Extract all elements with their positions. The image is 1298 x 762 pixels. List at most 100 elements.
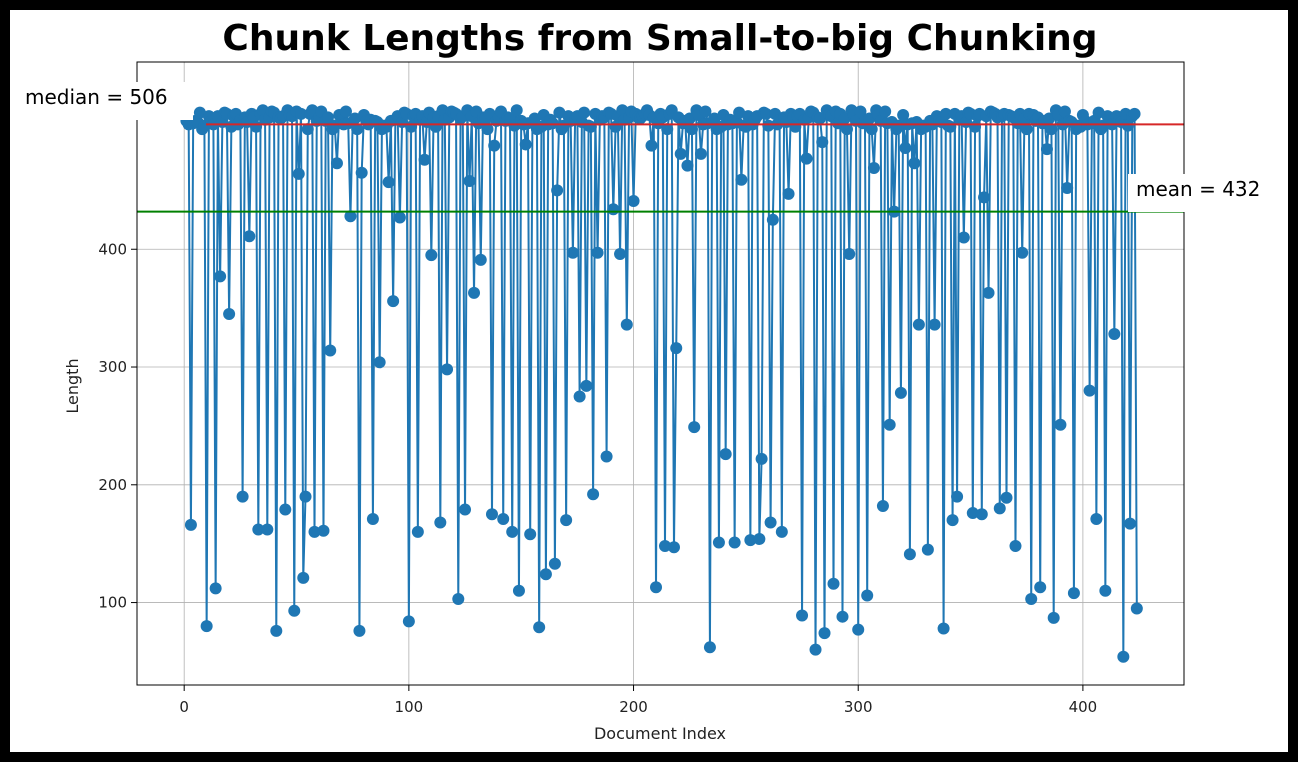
- data-point: [578, 106, 591, 119]
- data-point: [373, 356, 386, 369]
- median-label: median = 506: [25, 85, 168, 109]
- data-point: [670, 342, 683, 355]
- data-point: [243, 230, 256, 243]
- data-point: [733, 106, 746, 119]
- data-point: [863, 112, 876, 125]
- data-point: [928, 318, 941, 331]
- data-point: [969, 120, 982, 133]
- median-label-box: [20, 82, 193, 120]
- data-point: [957, 231, 970, 244]
- data-point: [712, 536, 725, 549]
- data-point: [474, 253, 487, 266]
- data-point: [580, 379, 593, 392]
- data-point: [1092, 106, 1105, 119]
- data-point: [533, 621, 546, 634]
- data-point: [796, 609, 809, 622]
- data-point: [1099, 584, 1112, 597]
- data-point: [708, 112, 721, 125]
- data-point: [879, 105, 892, 118]
- data-point: [782, 187, 795, 200]
- data-point: [497, 512, 510, 525]
- data-point: [982, 286, 995, 299]
- data-point: [353, 624, 366, 637]
- data-point: [600, 450, 613, 463]
- y-tick-label: 400: [98, 240, 127, 258]
- data-point: [1117, 650, 1130, 663]
- data-point: [838, 112, 851, 125]
- data-point: [688, 421, 701, 434]
- data-point: [843, 247, 856, 260]
- data-point: [1054, 418, 1067, 431]
- data-point: [317, 524, 330, 537]
- data-point: [308, 525, 321, 538]
- data-point: [661, 123, 674, 136]
- data-point: [1108, 328, 1121, 341]
- data-point: [674, 147, 687, 160]
- data-point: [614, 247, 627, 260]
- data-point: [452, 593, 465, 606]
- data-point: [827, 577, 840, 590]
- data-point: [937, 622, 950, 635]
- data-point: [816, 136, 829, 149]
- data-point: [899, 141, 912, 154]
- data-point: [434, 516, 447, 529]
- data-point: [865, 123, 878, 136]
- mean-label-box: [1128, 174, 1278, 212]
- data-point: [966, 507, 979, 520]
- data-point: [551, 184, 564, 197]
- data-point: [993, 502, 1006, 515]
- data-point: [681, 159, 694, 172]
- data-point: [883, 418, 896, 431]
- data-point: [560, 514, 573, 527]
- data-point: [402, 615, 415, 628]
- data-point: [355, 166, 368, 179]
- data-point: [468, 286, 481, 299]
- data-point: [1047, 611, 1060, 624]
- data-point: [548, 557, 561, 570]
- data-point: [270, 624, 283, 637]
- data-point: [330, 157, 343, 170]
- data-point: [288, 604, 301, 617]
- data-point: [463, 174, 476, 187]
- data-point: [485, 508, 498, 521]
- data-point: [897, 109, 910, 121]
- data-point: [321, 111, 334, 124]
- data-point: [324, 344, 337, 357]
- data-point: [411, 525, 424, 538]
- data-point: [418, 153, 431, 166]
- data-point: [524, 528, 537, 541]
- data-point: [512, 584, 525, 597]
- data-point: [393, 211, 406, 224]
- data-point: [209, 582, 222, 595]
- data-point: [1121, 119, 1134, 132]
- data-point: [854, 105, 867, 118]
- data-point: [1061, 182, 1074, 195]
- data-point: [852, 623, 865, 636]
- data-point: [459, 503, 472, 516]
- data-point: [1128, 107, 1141, 120]
- data-point: [506, 525, 519, 538]
- y-tick-label: 100: [98, 594, 127, 612]
- data-point: [1034, 581, 1047, 594]
- data-point: [1016, 246, 1029, 259]
- data-point: [685, 123, 698, 136]
- data-point: [348, 112, 361, 125]
- x-tick-label: 300: [844, 698, 873, 716]
- data-point: [867, 161, 880, 174]
- data-point: [876, 499, 889, 512]
- data-point: [279, 503, 292, 516]
- data-point: [699, 105, 712, 118]
- data-point: [892, 119, 905, 132]
- data-point: [1090, 512, 1103, 525]
- data-point: [301, 123, 314, 136]
- data-point: [620, 318, 633, 331]
- mean-label: mean = 432: [1136, 177, 1260, 201]
- data-point: [344, 210, 357, 223]
- data-point: [667, 541, 680, 554]
- data-point: [744, 534, 757, 547]
- data-point: [766, 213, 779, 226]
- data-point: [1025, 593, 1038, 606]
- data-point: [1020, 123, 1033, 136]
- x-tick-label: 400: [1069, 698, 1098, 716]
- data-point: [755, 452, 768, 465]
